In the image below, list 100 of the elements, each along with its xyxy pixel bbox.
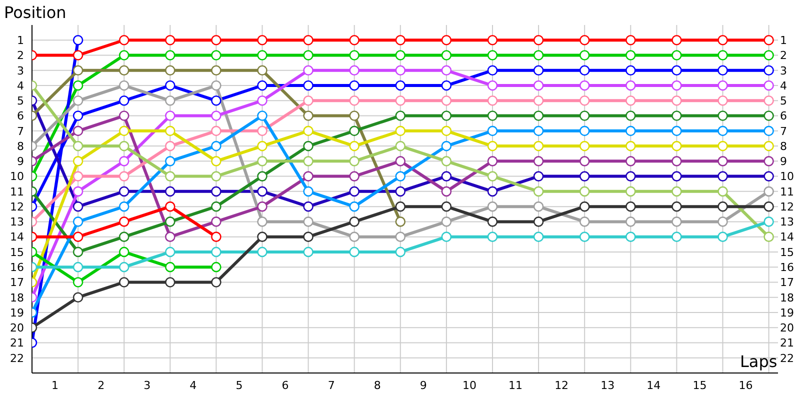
point	[303, 126, 314, 136]
point	[441, 216, 452, 227]
point	[533, 65, 544, 76]
point	[764, 140, 774, 152]
point	[533, 34, 544, 46]
y2-tick-label: 18	[780, 291, 794, 304]
point	[718, 65, 728, 76]
point	[487, 186, 498, 197]
y-tick-label: 5	[17, 94, 24, 108]
point	[672, 216, 682, 227]
point	[579, 96, 590, 106]
y-tick-label: 16	[10, 260, 24, 274]
point	[72, 126, 84, 136]
point	[257, 50, 268, 60]
x-tick-label: 11	[508, 378, 523, 392]
point	[395, 96, 406, 106]
y-tick-label: 12	[10, 200, 24, 214]
point	[72, 201, 84, 212]
point	[579, 201, 590, 212]
y-tick-label: 15	[10, 246, 24, 259]
point	[211, 50, 222, 60]
point	[303, 110, 314, 121]
point	[165, 140, 176, 152]
point	[718, 80, 728, 91]
point	[303, 140, 314, 152]
point	[487, 126, 498, 136]
point	[257, 34, 268, 46]
point	[625, 65, 636, 76]
point	[211, 140, 222, 152]
point	[211, 110, 222, 121]
point	[441, 186, 452, 197]
point	[533, 186, 544, 197]
point	[72, 171, 84, 182]
point	[118, 201, 130, 212]
point	[395, 186, 406, 197]
point	[441, 156, 452, 166]
point	[764, 186, 774, 197]
y2-tick-label: 1	[780, 34, 787, 48]
point	[211, 80, 222, 91]
point	[257, 232, 268, 242]
x-tick-label: 1	[52, 378, 59, 392]
point	[211, 65, 222, 76]
point	[487, 216, 498, 227]
x-tick-label: 16	[738, 378, 753, 392]
point	[349, 140, 360, 152]
point	[579, 156, 590, 166]
point	[349, 96, 360, 106]
point	[395, 80, 406, 91]
point	[395, 126, 406, 136]
point	[395, 50, 406, 60]
point	[487, 96, 498, 106]
x-tick-label: 12	[554, 378, 569, 392]
x-tick-label: 3	[144, 378, 151, 392]
point	[441, 65, 452, 76]
point	[165, 156, 176, 166]
point	[349, 232, 360, 242]
point	[718, 50, 728, 60]
point	[72, 292, 84, 302]
point	[625, 126, 636, 136]
point	[349, 186, 360, 197]
y2-tick-label: 4	[780, 79, 787, 92]
point	[487, 34, 498, 46]
point	[764, 65, 774, 76]
point	[764, 50, 774, 60]
point	[672, 80, 682, 91]
x-tick-label: 2	[98, 378, 105, 392]
y-tick-label: 22	[10, 352, 24, 365]
point	[72, 65, 84, 76]
point	[441, 96, 452, 106]
point	[579, 171, 590, 182]
point	[211, 201, 222, 212]
y2-tick-label: 19	[780, 306, 794, 320]
point	[487, 110, 498, 121]
point	[165, 186, 176, 197]
point	[672, 171, 682, 182]
point	[349, 156, 360, 166]
point	[165, 246, 176, 258]
y2-tick-label: 14	[780, 230, 794, 244]
point	[718, 232, 728, 242]
point	[211, 277, 222, 288]
point	[579, 232, 590, 242]
y-tick-label: 3	[17, 64, 24, 78]
point	[625, 80, 636, 91]
x-tick-label: 5	[236, 378, 243, 392]
point	[165, 216, 176, 227]
point	[165, 50, 176, 60]
point	[441, 201, 452, 212]
point	[211, 232, 222, 242]
point	[118, 186, 130, 197]
point	[625, 110, 636, 121]
x-axis-title: Laps	[740, 352, 778, 371]
point	[165, 171, 176, 182]
point	[349, 171, 360, 182]
point	[118, 65, 130, 76]
x-tick-label: 14	[646, 378, 661, 392]
point	[303, 186, 314, 197]
y-tick-label: 19	[10, 306, 24, 320]
point	[211, 96, 222, 106]
point	[303, 246, 314, 258]
point	[625, 171, 636, 182]
